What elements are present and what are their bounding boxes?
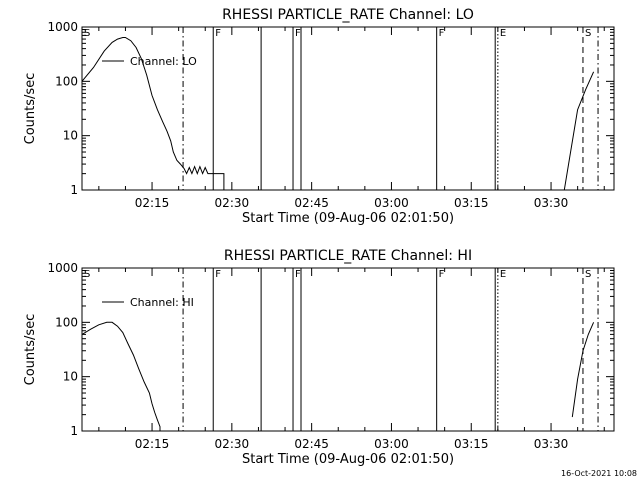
chart-0-event-marker-label: S bbox=[585, 28, 591, 39]
chart-1-y-tick-label: 1 bbox=[70, 424, 78, 438]
chart-0-event-marker-label: E bbox=[500, 28, 506, 39]
chart-1-event-marker-label: S bbox=[84, 269, 90, 280]
chart-1-y-tick-label: 10 bbox=[63, 370, 78, 384]
chart-0-event-marker-label: F bbox=[215, 28, 221, 39]
chart-1-y-tick-label: 100 bbox=[55, 315, 78, 329]
chart-0-series-line bbox=[563, 71, 595, 190]
chart-0-x-tick-label: 02:45 bbox=[294, 196, 329, 210]
chart-0-title: RHESSI PARTICLE_RATE Channel: LO bbox=[222, 7, 474, 23]
chart-0-series-line bbox=[82, 37, 225, 190]
chart-1-plot-frame bbox=[81, 267, 615, 432]
chart-1-y-axis-label: Counts/sec bbox=[23, 314, 38, 386]
chart-0-x-tick-label: 03:00 bbox=[374, 196, 409, 210]
chart-1-x-tick-label: 02:15 bbox=[135, 437, 170, 451]
footer-timestamp: 16-Oct-2021 10:08 bbox=[561, 469, 637, 478]
chart-0-y-axis-label: Counts/sec bbox=[23, 73, 38, 145]
chart-0-y-tick-label: 1000 bbox=[47, 20, 78, 34]
chart-0-event-marker-label: F bbox=[295, 28, 301, 39]
chart-1-y-tick-label: 1000 bbox=[47, 261, 78, 275]
chart-0-y-tick-label: 1 bbox=[70, 183, 78, 197]
chart-1-event-marker-label: E bbox=[500, 269, 506, 280]
chart-1-x-tick-label: 02:30 bbox=[215, 437, 250, 451]
chart-0-x-tick-label: 03:30 bbox=[534, 196, 569, 210]
chart-0-event-marker-label: F bbox=[439, 28, 445, 39]
chart-panel-lo: RHESSI PARTICLE_RATE Channel: LO 1 10 100 10… bbox=[23, 7, 615, 226]
chart-1-x-tick-label: 03:30 bbox=[534, 437, 569, 451]
chart-0-x-tick-label: 03:15 bbox=[454, 196, 489, 210]
chart-1-event-marker-label: F bbox=[215, 269, 221, 280]
chart-1-x-tick-label: 03:00 bbox=[374, 437, 409, 451]
chart-panel-hi: RHESSI PARTICLE_RATE Channel: HI 1 10 100 10… bbox=[23, 248, 615, 467]
chart-1-x-tick-label: 02:45 bbox=[294, 437, 329, 451]
chart-0-event-marker-label: S bbox=[84, 28, 90, 39]
chart-1-series-line bbox=[82, 321, 161, 431]
chart-1-series-line bbox=[571, 322, 595, 418]
chart-1-event-marker-label: S bbox=[585, 269, 591, 280]
chart-0-y-tick-label: 10 bbox=[63, 129, 78, 143]
chart-1-title: RHESSI PARTICLE_RATE Channel: HI bbox=[224, 248, 472, 264]
chart-1-legend-label: Channel: HI bbox=[130, 296, 194, 309]
chart-1-event-marker-label: F bbox=[295, 269, 301, 280]
chart-0-x-tick-label: 02:15 bbox=[135, 196, 170, 210]
chart-0-y-tick-label: 100 bbox=[55, 74, 78, 88]
chart-0-x-tick-label: 02:30 bbox=[215, 196, 250, 210]
chart-1-x-axis-label: Start Time (09-Aug-06 02:01:50) bbox=[242, 452, 454, 467]
chart-0-legend-label: Channel: LO bbox=[130, 55, 197, 68]
chart-1-x-tick-label: 03:15 bbox=[454, 437, 489, 451]
chart-0-x-axis-label: Start Time (09-Aug-06 02:01:50) bbox=[242, 211, 454, 226]
chart-0-plot-frame bbox=[81, 26, 615, 191]
chart-1-event-marker-label: F bbox=[439, 269, 445, 280]
